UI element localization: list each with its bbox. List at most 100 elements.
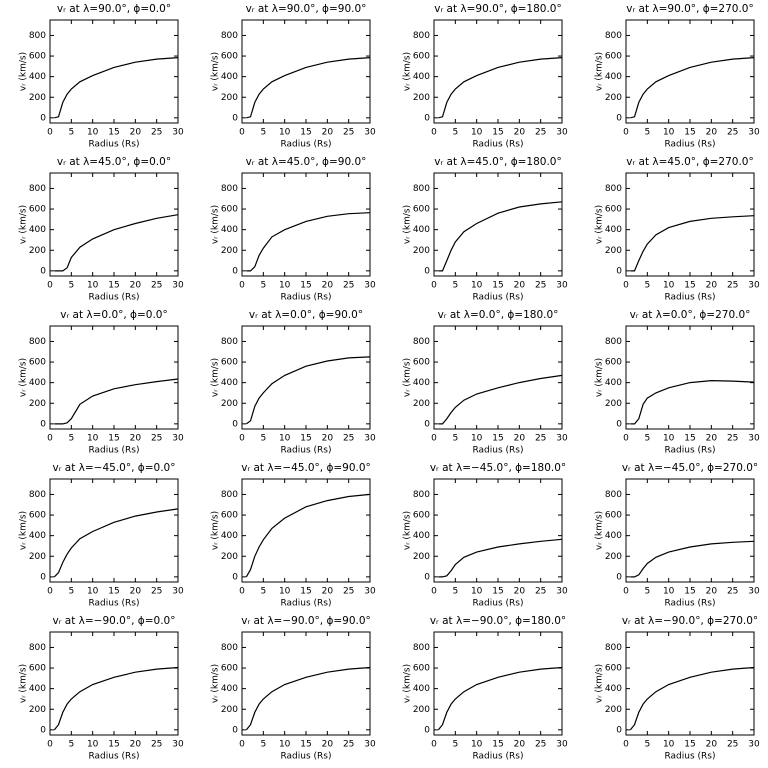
chart-title: vᵣ at λ=−45.0°, ϕ=0.0° xyxy=(53,462,176,474)
x-tick-label: 10 xyxy=(279,281,291,291)
x-tick-label: 0 xyxy=(623,587,629,597)
plot-frame xyxy=(49,631,179,736)
x-axis-label: Radius (Rs) xyxy=(88,293,139,303)
y-tick-label: 400 xyxy=(29,684,46,694)
data-line xyxy=(438,538,563,578)
y-axis-label: vᵣ (km/s) xyxy=(403,52,413,91)
y-tick-label: 400 xyxy=(605,378,622,388)
x-tick-label: 5 xyxy=(260,434,266,444)
x-tick-label: 30 xyxy=(556,740,568,750)
x-tick-label: 0 xyxy=(47,128,53,138)
panel: vᵣ at λ=−45.0°, ϕ=0.0° Radius (Rs) vᵣ (km/… xyxy=(19,462,184,609)
y-tick-label: 0 xyxy=(616,725,622,735)
x-axis-label: Radius (Rs) xyxy=(664,140,715,150)
x-tick-label: 25 xyxy=(151,281,162,291)
y-tick-label: 200 xyxy=(605,705,622,715)
plot-frame xyxy=(49,172,179,277)
x-tick-label: 0 xyxy=(431,128,437,138)
x-tick-label: 10 xyxy=(87,128,99,138)
x-tick-label: 0 xyxy=(623,281,629,291)
x-tick-label: 15 xyxy=(492,740,503,750)
y-tick-label: 800 xyxy=(605,337,622,347)
data-line xyxy=(53,508,179,578)
x-tick-label: 10 xyxy=(471,281,483,291)
x-tick-label: 15 xyxy=(108,281,119,291)
panel: vᵣ at λ=90.0°, ϕ=90.0° Radius (Rs) vᵣ (km/… xyxy=(211,3,376,150)
data-line xyxy=(246,212,371,272)
x-tick-label: 30 xyxy=(172,587,184,597)
y-tick-label: 600 xyxy=(29,664,46,674)
x-tick-label: 10 xyxy=(279,128,291,138)
plot-frame xyxy=(49,19,179,124)
y-tick-label: 800 xyxy=(221,337,238,347)
x-tick-label: 30 xyxy=(748,281,760,291)
x-tick-label: 0 xyxy=(431,740,437,750)
x-tick-label: 30 xyxy=(556,281,568,291)
y-tick-label: 400 xyxy=(605,72,622,82)
y-axis-label: vᵣ (km/s) xyxy=(595,52,605,91)
y-tick-label: 400 xyxy=(605,225,622,235)
x-axis-label: Radius (Rs) xyxy=(280,293,331,303)
x-tick-label: 5 xyxy=(452,128,458,138)
y-tick-label: 0 xyxy=(232,113,238,123)
x-tick-label: 20 xyxy=(706,281,718,291)
panel: vᵣ at λ=−45.0°, ϕ=180.0° Radius (Rs) vᵣ (k… xyxy=(403,462,568,609)
y-tick-label: 600 xyxy=(605,205,622,215)
x-axis-label: Radius (Rs) xyxy=(88,446,139,456)
x-tick-label: 20 xyxy=(322,434,334,444)
y-tick-label: 400 xyxy=(413,225,430,235)
y-tick-label: 200 xyxy=(29,552,46,562)
x-axis-label: Radius (Rs) xyxy=(664,752,715,762)
y-tick-label: 400 xyxy=(29,72,46,82)
x-tick-label: 30 xyxy=(364,128,376,138)
chart-title: vᵣ at λ=90.0°, ϕ=90.0° xyxy=(246,3,367,15)
x-tick-label: 30 xyxy=(172,740,184,750)
chart-title: vᵣ at λ=0.0°, ϕ=0.0° xyxy=(60,309,167,321)
data-line xyxy=(630,540,755,578)
y-tick-label: 400 xyxy=(605,684,622,694)
y-tick-label: 800 xyxy=(605,490,622,500)
panel: vᵣ at λ=0.0°, ϕ=0.0° Radius (Rs) vᵣ (km/s)… xyxy=(19,309,184,456)
chart-title: vᵣ at λ=45.0°, ϕ=90.0° xyxy=(246,156,367,168)
y-tick-label: 600 xyxy=(413,205,430,215)
y-axis-label: vᵣ (km/s) xyxy=(595,511,605,550)
chart-title: vᵣ at λ=90.0°, ϕ=0.0° xyxy=(57,3,171,15)
chart-title: vᵣ at λ=90.0°, ϕ=270.0° xyxy=(626,3,754,15)
x-tick-label: 30 xyxy=(364,281,376,291)
plot-frame xyxy=(625,172,755,277)
x-tick-label: 15 xyxy=(684,281,695,291)
data-line xyxy=(437,666,563,731)
x-tick-label: 25 xyxy=(727,128,738,138)
panel: vᵣ at λ=−90.0°, ϕ=90.0° Radius (Rs) vᵣ (km… xyxy=(211,615,376,762)
y-tick-label: 200 xyxy=(413,552,430,562)
plot-frame xyxy=(625,325,755,430)
y-tick-label: 600 xyxy=(29,358,46,368)
x-tick-label: 15 xyxy=(492,587,503,597)
x-tick-label: 5 xyxy=(452,281,458,291)
x-tick-label: 15 xyxy=(492,434,503,444)
y-tick-label: 600 xyxy=(221,511,238,521)
x-axis-label: Radius (Rs) xyxy=(472,293,523,303)
y-axis-label: vᵣ (km/s) xyxy=(19,664,29,703)
x-tick-label: 15 xyxy=(108,434,119,444)
y-axis-label: vᵣ (km/s) xyxy=(403,205,413,244)
chart-title: vᵣ at λ=−45.0°, ϕ=180.0° xyxy=(430,462,566,474)
y-tick-label: 200 xyxy=(605,552,622,562)
chart-title: vᵣ at λ=45.0°, ϕ=0.0° xyxy=(57,156,171,168)
y-tick-label: 200 xyxy=(413,246,430,256)
y-tick-label: 600 xyxy=(29,52,46,62)
data-line xyxy=(245,666,371,731)
y-tick-label: 200 xyxy=(605,246,622,256)
x-tick-label: 10 xyxy=(279,740,291,750)
data-line xyxy=(245,356,371,425)
x-tick-label: 25 xyxy=(727,281,738,291)
y-axis-label: vᵣ (km/s) xyxy=(595,664,605,703)
panel: vᵣ at λ=45.0°, ϕ=180.0° Radius (Rs) vᵣ (km… xyxy=(403,156,568,303)
x-tick-label: 0 xyxy=(623,434,629,444)
x-tick-label: 0 xyxy=(431,434,437,444)
y-tick-label: 600 xyxy=(413,358,430,368)
x-tick-label: 5 xyxy=(260,587,266,597)
x-tick-label: 0 xyxy=(47,587,53,597)
y-tick-label: 200 xyxy=(413,93,430,103)
